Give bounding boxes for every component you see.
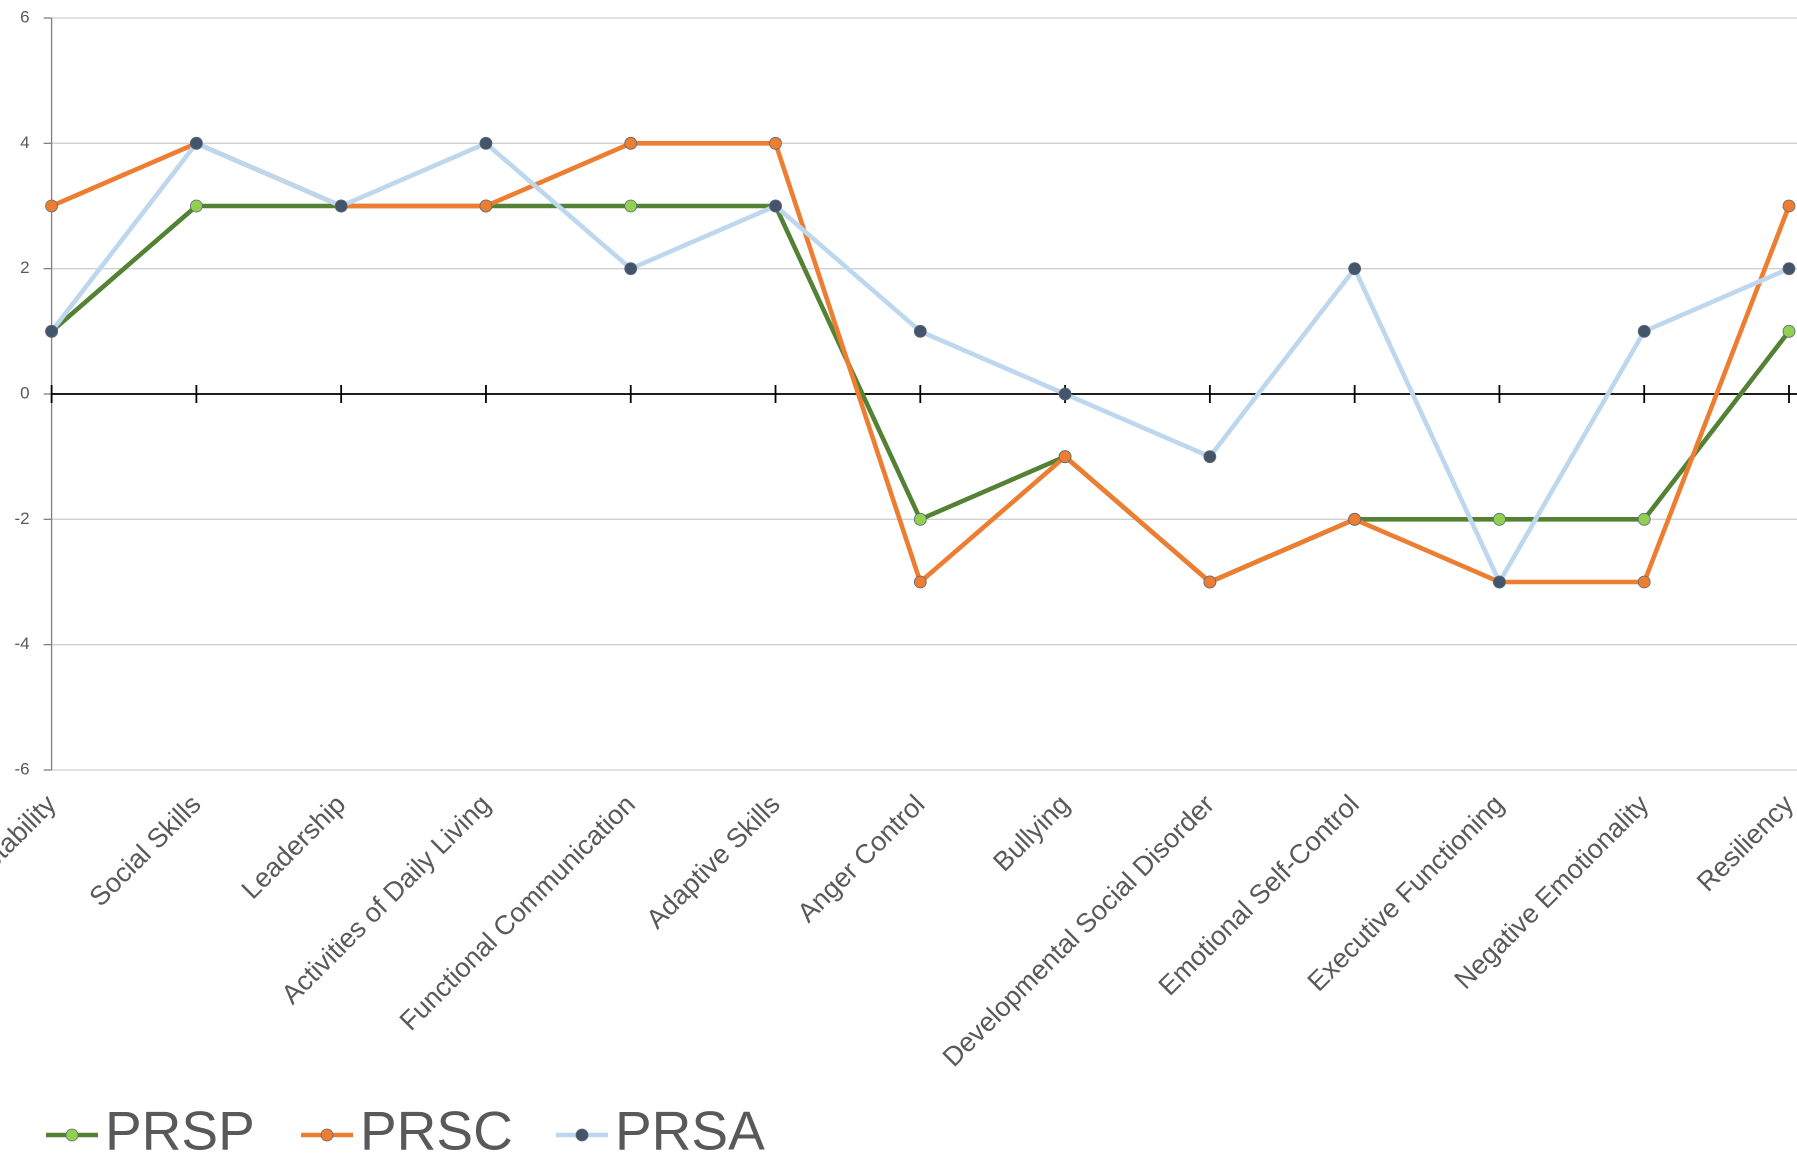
x-tick-label: Leadership [236,789,352,905]
y-tick-label: 6 [20,7,29,26]
series-marker [189,199,203,213]
y-tick-label: 0 [20,383,29,402]
series-marker [1348,512,1362,526]
x-tick-label: Adaptive Skills [640,789,785,934]
x-tick-label: Developmental Social Disorder [937,789,1220,1072]
series-marker [479,136,493,150]
series-marker [624,262,638,276]
series-marker [1493,575,1506,589]
series-marker [334,199,348,213]
x-tick-label: Functional Communication [394,789,641,1036]
series-marker [1637,512,1651,526]
y-tick-label: -4 [14,634,29,653]
legend-label: PRSC [360,1100,513,1162]
x-tick-label: Social Skills [84,789,207,912]
series-marker [1203,450,1217,464]
series-marker [189,136,203,150]
x-tick-label: Adaptability [0,789,62,909]
x-tick-label: Bullying [987,789,1075,877]
series-marker [1637,324,1651,338]
series-marker [1782,324,1796,338]
legend-marker [65,1128,79,1142]
series-marker [45,324,58,338]
legend-marker [320,1128,334,1142]
legend-label: PRSA [615,1100,765,1162]
legend-item: PRSP [46,1100,255,1162]
y-tick-label: -6 [14,759,29,778]
series-marker [913,324,927,338]
series-marker [1058,387,1072,401]
series-marker [769,136,782,150]
x-tick-label: Resiliency [1691,789,1797,898]
x-tick-label: Anger Control [792,789,931,928]
series-marker [45,199,58,213]
series-marker [1493,512,1506,526]
series-marker [479,199,493,213]
series-marker [1348,262,1362,276]
legend-item: PRSC [301,1100,513,1162]
series-marker [1637,575,1651,589]
legend-item: PRSA [556,1100,765,1162]
y-tick-label: 2 [20,258,29,277]
series-marker [913,512,927,526]
legend-marker [575,1128,589,1142]
y-tick-label: 4 [20,133,29,152]
series-marker [913,575,927,589]
series-marker [1203,575,1217,589]
series-marker [624,199,638,213]
legend-label: PRSP [105,1100,255,1162]
y-tick-label: -2 [14,509,29,528]
series-marker [769,199,782,213]
series-marker [1782,199,1796,213]
series-marker [1782,262,1796,276]
series-marker [624,136,638,150]
series-marker [1058,450,1072,464]
